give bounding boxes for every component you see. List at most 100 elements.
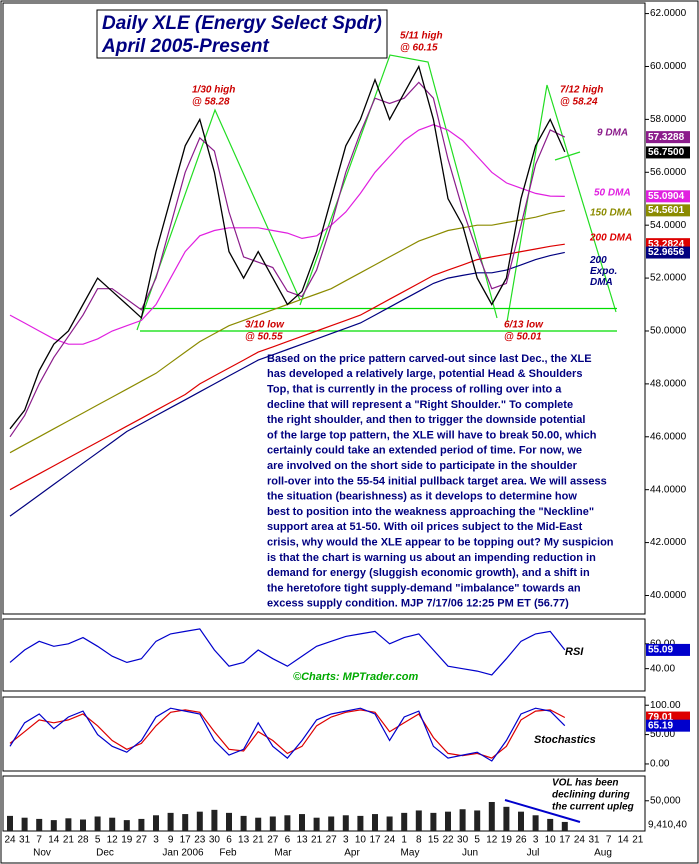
x-tick-label: 30 [209, 835, 221, 846]
series-label: 9 DMA [597, 128, 628, 139]
volume-bar [94, 816, 101, 831]
x-tick-label: 3 [533, 835, 539, 846]
x-tick-label: 22 [442, 835, 454, 846]
commentary-line: certainly could take an extended period … [267, 445, 582, 457]
y-tick-label: 54.0000 [650, 220, 687, 231]
commentary-line: best to position into the weakness appro… [267, 506, 594, 518]
month-label: Feb [219, 848, 237, 859]
volume-bar [430, 812, 437, 831]
y-tick-label: 40.0000 [650, 590, 687, 601]
x-tick-label: 27 [326, 835, 338, 846]
month-label: Mar [274, 848, 292, 859]
value-box [646, 131, 690, 144]
volume-bar [36, 818, 43, 831]
series-label: 200 DMA [589, 233, 632, 244]
value-label: 54.5601 [648, 205, 685, 216]
volume-last: 9,410,40 [648, 820, 687, 831]
volume-bar [547, 818, 554, 831]
main-panel [2, 2, 646, 615]
volume-bar [503, 806, 510, 831]
month-label: Jul [527, 848, 540, 859]
y-tick-label: 58.0000 [650, 114, 687, 125]
volume-bar [328, 816, 335, 831]
volume-panel [2, 775, 646, 832]
commentary-line: Top, that is currently in the process of… [267, 384, 562, 396]
value-label: 79.01 [648, 712, 673, 723]
rsi-label: RSI [565, 646, 584, 658]
volume-bar [153, 815, 159, 831]
series-label: 150 DMA [590, 208, 632, 219]
value-box [646, 643, 690, 656]
month-label: Aug [594, 848, 612, 859]
y-tick-label: 56.0000 [650, 167, 687, 178]
commentary-line: of the large top pattern, the XLE will h… [267, 429, 597, 441]
month-label: Jun [462, 848, 478, 859]
series-line [9, 64, 566, 430]
value-label: 57.3288 [648, 132, 685, 143]
x-tick-label: 5 [474, 835, 480, 846]
commentary-line: has developed a relatively large, potent… [267, 368, 582, 380]
volume-note: VOL has been [552, 778, 619, 789]
commentary-line: the right shoulder, and then to trigger … [267, 414, 585, 426]
y-tick-label: 50.00 [650, 729, 675, 740]
annotation: @ 50.01 [504, 332, 542, 343]
y-tick-label: 46.0000 [650, 431, 687, 442]
x-tick-label: 23 [194, 835, 206, 846]
y-tick-label: 42.0000 [650, 537, 687, 548]
watermark: ©Charts: MPTrader.com [293, 671, 418, 683]
volume-bar [50, 820, 57, 831]
volume-bar [357, 815, 364, 831]
y-tick-label: 0.00 [650, 759, 670, 770]
volume-bar [80, 819, 86, 831]
volume-bar [138, 818, 145, 831]
x-tick-label: 3 [343, 835, 349, 846]
series-line [9, 709, 566, 759]
y-tick-label: 40.00 [650, 663, 675, 674]
rsi-panel [2, 618, 646, 692]
x-tick-label: 21 [632, 835, 644, 846]
chart-subtitle: April 2005-Present [101, 36, 270, 57]
x-tick-label: 27 [136, 835, 148, 846]
volume-bar [65, 818, 72, 831]
value-box [646, 204, 690, 217]
annotation: 1/30 high [192, 85, 235, 96]
volume-bar [415, 810, 422, 831]
y-tick-label: 50.0000 [650, 326, 687, 337]
x-tick-label: 17 [369, 835, 381, 846]
x-tick-label: 24 [384, 835, 396, 846]
x-tick-label: 24 [574, 835, 586, 846]
x-tick-label: 9 [168, 835, 174, 846]
volume-bar [445, 811, 451, 831]
x-tick-label: 7 [606, 835, 612, 846]
series-line [9, 707, 566, 762]
month-label: Jan 2006 [162, 848, 204, 859]
volume-bar [372, 814, 378, 831]
value-box [646, 719, 690, 732]
volume-trend [504, 799, 581, 823]
commentary-line: support area at 51-50. With oil prices s… [267, 521, 583, 533]
x-tick-label: 6 [285, 835, 291, 846]
x-tick-label: 6 [226, 835, 232, 846]
x-tick-label: 24 [4, 835, 16, 846]
value-box [646, 246, 690, 259]
x-tick-label: 19 [501, 835, 513, 846]
x-tick-label: 17 [559, 835, 571, 846]
volume-bar [21, 817, 28, 831]
volume-bar [123, 820, 130, 831]
volume-bar [284, 815, 291, 831]
x-tick-label: 30 [457, 835, 469, 846]
volume-bar [459, 809, 466, 831]
x-tick-label: 1 [401, 835, 407, 846]
value-box [646, 146, 690, 159]
volume-bar [269, 816, 276, 831]
x-tick-label: 3 [153, 835, 159, 846]
y-tick-label: 50,000 [650, 795, 681, 806]
x-tick-label: 19 [121, 835, 133, 846]
commentary-line: roll-over into the 55-54 initial pullbac… [267, 475, 607, 487]
annotation: 5/11 high [400, 31, 443, 42]
x-tick-label: 14 [48, 835, 60, 846]
month-label: May [401, 848, 420, 859]
volume-bar [109, 817, 116, 831]
commentary-line: demand for energy (sluggish economic gro… [267, 567, 590, 579]
